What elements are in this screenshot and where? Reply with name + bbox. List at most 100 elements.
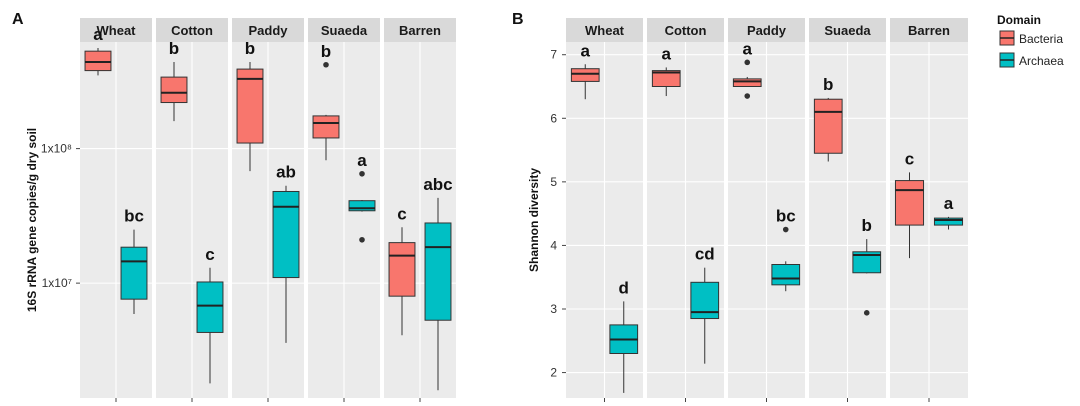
facet-strip <box>566 18 643 42</box>
significance-label: d <box>619 278 629 297</box>
legend: Domain Bacteria Archaea <box>997 13 1064 68</box>
y-tick-label: 7 <box>550 48 557 62</box>
significance-label: ab <box>276 163 296 182</box>
y-axis-title: Shannon diversity <box>527 168 541 272</box>
legend-title: Domain <box>997 13 1041 27</box>
facet-label: Suaeda <box>824 23 871 38</box>
panel-a-box-bacteria-suaeda: b <box>312 42 340 161</box>
panel-a-box-archaea-suaeda: a <box>348 151 376 243</box>
panel-b-box-archaea-suaeda: b <box>852 216 882 316</box>
facet-strip <box>890 18 968 42</box>
legend-item-archaea: Archaea <box>999 52 1064 68</box>
panel-b-chart: Wheat Cotton Paddy Suaeda Barren 2 3 4 5 6 7 Shanno… <box>527 18 968 402</box>
box <box>120 246 148 300</box>
facet-strip <box>728 18 805 42</box>
significance-label: a <box>743 39 753 58</box>
significance-label: a <box>93 25 103 44</box>
y-tick-label: 4 <box>550 238 557 252</box>
box <box>312 115 340 139</box>
significance-label: c <box>905 149 914 168</box>
significance-label: b <box>169 39 179 58</box>
outlier-point <box>323 61 329 68</box>
facet-label: Barren <box>399 23 441 38</box>
box <box>196 281 224 333</box>
panel-a-box-archaea-wheat: bc <box>120 207 148 314</box>
box <box>84 50 112 72</box>
box <box>236 68 264 144</box>
panel-a-facet-suaeda: Suaeda <box>308 18 380 402</box>
facet-strip <box>80 18 152 42</box>
significance-label: bc <box>776 207 796 226</box>
panel-b-letter: B <box>512 11 524 28</box>
panel-a-letter: A <box>12 11 24 28</box>
y-tick-label: 1x10⁷ <box>42 276 72 290</box>
panel-b-box-bacteria-cotton: a <box>651 44 681 97</box>
facet-label: Cotton <box>171 23 213 38</box>
significance-label: c <box>397 204 406 223</box>
panel-b-box-archaea-paddy: bc <box>771 207 801 292</box>
y-tick-label: 2 <box>550 366 557 380</box>
panel-a-box-archaea-barren: abc <box>423 175 453 391</box>
y-tick-label: 3 <box>550 302 557 316</box>
panel-b-box-bacteria-paddy: a <box>732 39 762 99</box>
significance-label: a <box>662 44 672 63</box>
box <box>348 200 376 212</box>
panel-b-box-archaea-wheat: d <box>609 278 639 393</box>
outlier-point <box>744 93 751 99</box>
panel-a-box-bacteria-cotton: b <box>160 39 188 122</box>
panel-b-facet-wheat: Wheat <box>566 18 643 402</box>
box <box>771 264 801 286</box>
facet-strip <box>232 18 304 42</box>
outlier-point <box>744 59 751 66</box>
box <box>852 251 882 274</box>
significance-label: a <box>944 194 954 213</box>
box <box>732 78 762 88</box>
significance-label: c <box>205 245 214 264</box>
panel-b-facet-suaeda: Suaeda <box>809 18 886 402</box>
panel-a-box-bacteria-paddy: b <box>236 39 264 172</box>
outlier-point <box>863 310 870 316</box>
facet-label: Barren <box>908 23 950 38</box>
y-tick-label: 5 <box>550 175 557 189</box>
box <box>570 68 600 82</box>
facet-label: Cotton <box>665 23 707 38</box>
box <box>388 242 416 297</box>
box <box>933 217 964 226</box>
facet-label: Wheat <box>585 23 625 38</box>
facet-label: Paddy <box>747 23 787 38</box>
panel-a-facet-wheat: Wheat <box>80 18 152 402</box>
box <box>651 70 681 87</box>
box <box>272 190 300 279</box>
facet-label: Paddy <box>248 23 288 38</box>
panel-a-chart: Wheat Cotton Paddy Suaeda Barren 1x10⁷ 1x10⁸16… <box>25 18 456 402</box>
legend-label: Archaea <box>1019 54 1064 68</box>
significance-label: b <box>862 216 872 235</box>
box <box>160 76 188 104</box>
facet-strip <box>308 18 380 42</box>
panel-b-box-bacteria-suaeda: b <box>813 75 843 162</box>
box <box>424 222 452 321</box>
panel-a-facet-barren: Barren <box>384 18 456 402</box>
facet-strip <box>384 18 456 42</box>
y-tick-label: 6 <box>550 111 557 125</box>
panel-b-box-bacteria-wheat: a <box>570 41 600 100</box>
facet-strip <box>647 18 724 42</box>
significance-label: b <box>245 39 255 58</box>
outlier-point <box>782 226 789 233</box>
panel-b-facet-cotton: Cotton <box>647 18 724 402</box>
panel-b-box-archaea-cotton: cd <box>690 245 720 364</box>
significance-label: cd <box>695 245 715 264</box>
outlier-point <box>359 236 365 243</box>
y-axis-title: 16S rRNA gene copies/g dry soil <box>25 128 39 312</box>
significance-label: b <box>823 75 833 94</box>
box <box>894 180 925 226</box>
panel-a-box-archaea-cotton: c <box>196 245 224 384</box>
facet-strip <box>809 18 886 42</box>
panel-b-box-bacteria-barren: c <box>894 149 925 259</box>
facet-strip <box>156 18 228 42</box>
panel-a-box-archaea-paddy: ab <box>272 163 300 343</box>
panel-a-box-bacteria-barren: c <box>388 204 416 336</box>
significance-label: a <box>581 41 591 60</box>
facet-label: Wheat <box>97 23 137 38</box>
